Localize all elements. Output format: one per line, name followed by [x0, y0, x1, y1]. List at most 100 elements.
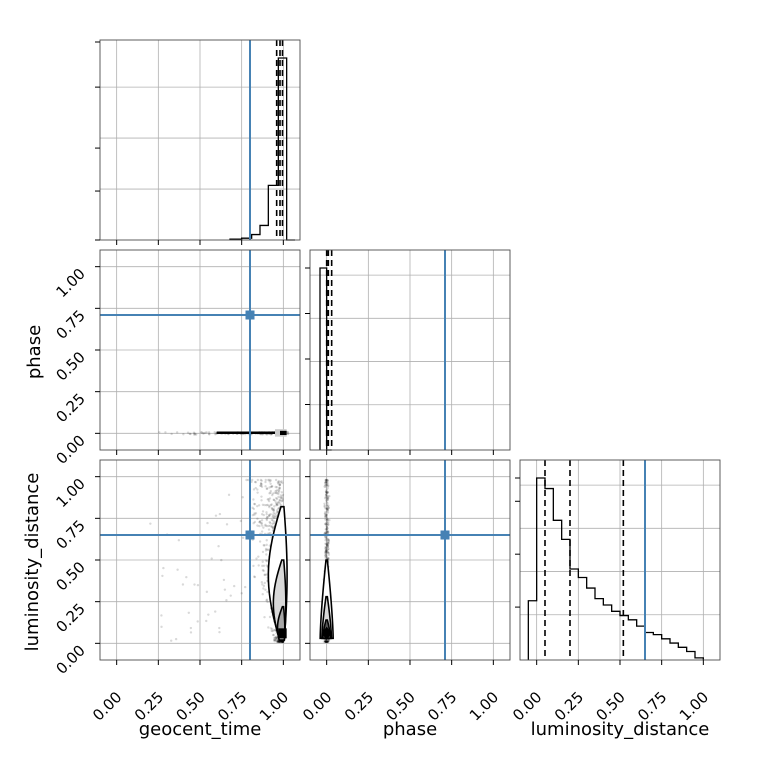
sample-point-926: [196, 620, 199, 623]
sample-point-205: [325, 484, 328, 487]
sample-point-270: [269, 503, 273, 507]
sample-point-450: [325, 640, 328, 643]
sample-point-259: [324, 490, 328, 493]
sample-point-65: [282, 640, 285, 643]
sample-point-340: [324, 550, 328, 553]
x-tick-label-1: 0.25: [341, 688, 377, 724]
sample-point-354: [271, 526, 275, 530]
sample-point-803: [271, 492, 275, 495]
sample-point-485: [278, 640, 281, 643]
sample-point-231: [280, 640, 284, 643]
sample-point-850: [265, 553, 268, 556]
sample-point-132: [265, 487, 269, 491]
sample-point-455: [323, 512, 327, 516]
sample-point-277: [326, 640, 330, 643]
sample-point-47: [205, 431, 208, 434]
sample-point-719: [266, 498, 269, 501]
sample-point-473: [325, 523, 328, 526]
sample-point-195: [279, 496, 283, 500]
sample-point-185: [326, 518, 329, 522]
sample-point-102: [245, 478, 248, 482]
sample-point-807: [253, 480, 257, 484]
sample-point-756: [268, 615, 272, 619]
sample-point-542: [274, 478, 278, 482]
sample-point-818: [257, 504, 261, 507]
sample-point-44: [286, 432, 290, 436]
sample-point-335: [325, 495, 328, 498]
sample-point-254: [322, 640, 326, 643]
sample-point-204: [278, 640, 281, 643]
sample-point-327: [262, 569, 265, 573]
sample-point-187: [255, 557, 258, 560]
sample-point-375: [326, 496, 330, 500]
sample-point-171: [326, 531, 330, 534]
sample-point-139: [324, 485, 327, 489]
sample-point-214: [326, 640, 329, 643]
sample-point-142: [267, 548, 270, 552]
sample-point-933: [217, 545, 220, 548]
sample-point-51: [276, 640, 280, 643]
sample-point-17: [207, 432, 211, 436]
histogram-steps: [527, 477, 704, 660]
sample-point-489: [325, 525, 329, 529]
sample-point-36: [325, 555, 329, 558]
sample-point-303: [325, 483, 328, 487]
sample-point-477: [326, 479, 330, 482]
sample-point-484: [275, 637, 279, 640]
sample-point-27: [324, 483, 328, 487]
sample-point-937: [229, 594, 232, 597]
sample-point-181: [325, 507, 329, 511]
sample-point-553: [281, 640, 285, 643]
sample-point-572: [263, 503, 266, 507]
sample-point-723: [274, 485, 277, 489]
sample-point-276: [324, 545, 327, 549]
sample-point-183: [324, 640, 328, 643]
sample-point-885: [277, 507, 280, 510]
sample-point-2: [247, 478, 250, 482]
sample-point-900: [223, 588, 227, 591]
sample-point-584: [264, 588, 267, 592]
sample-point-88: [324, 481, 327, 484]
sample-point-808: [265, 518, 269, 522]
sample-point-180: [327, 557, 330, 560]
sample-point-931: [196, 583, 200, 587]
sample-point-563: [279, 503, 283, 507]
sample-point-63: [324, 518, 327, 521]
sample-point-922: [185, 575, 188, 579]
y-tick-label-3: 0.75: [52, 516, 88, 552]
sample-point-674: [256, 478, 260, 482]
sample-point-225: [324, 555, 328, 558]
sample-point-154: [261, 593, 264, 596]
sample-point-787: [265, 599, 268, 602]
sample-point-59: [274, 636, 277, 639]
sample-point-330: [323, 532, 327, 535]
sample-point-32: [266, 487, 269, 490]
sample-point-15: [326, 640, 329, 643]
sample-point-48: [326, 541, 329, 544]
sample-point-534: [266, 516, 269, 519]
sample-point-305: [325, 542, 328, 545]
histogram-panel-luminosity-distance: 0.00 0.25 0.50 0.75 1.00: [509, 459, 721, 724]
sample-point-921: [214, 610, 217, 613]
sample-point-680: [279, 496, 282, 499]
sample-point-392: [272, 521, 275, 525]
sample-point-475: [275, 486, 279, 489]
sample-point-106: [193, 433, 197, 436]
sample-point-920: [225, 599, 228, 602]
sample-point-461: [326, 544, 330, 547]
sample-point-267: [280, 640, 283, 643]
x-axis-label-luminosity-distance: luminosity_distance: [531, 719, 710, 740]
sample-point-812: [268, 504, 271, 507]
sample-point-181: [279, 640, 282, 643]
sample-point-153: [271, 515, 274, 519]
sample-point-271: [326, 495, 330, 498]
sample-point-492: [326, 527, 329, 530]
sample-point-252: [324, 507, 327, 510]
sample-point-529: [281, 640, 285, 643]
sample-point-420: [268, 480, 271, 483]
sample-point-700: [282, 640, 285, 643]
sample-point-217: [324, 640, 328, 643]
sample-point-399: [325, 497, 328, 500]
sample-point-214: [278, 640, 282, 643]
sample-point-450: [275, 503, 278, 507]
